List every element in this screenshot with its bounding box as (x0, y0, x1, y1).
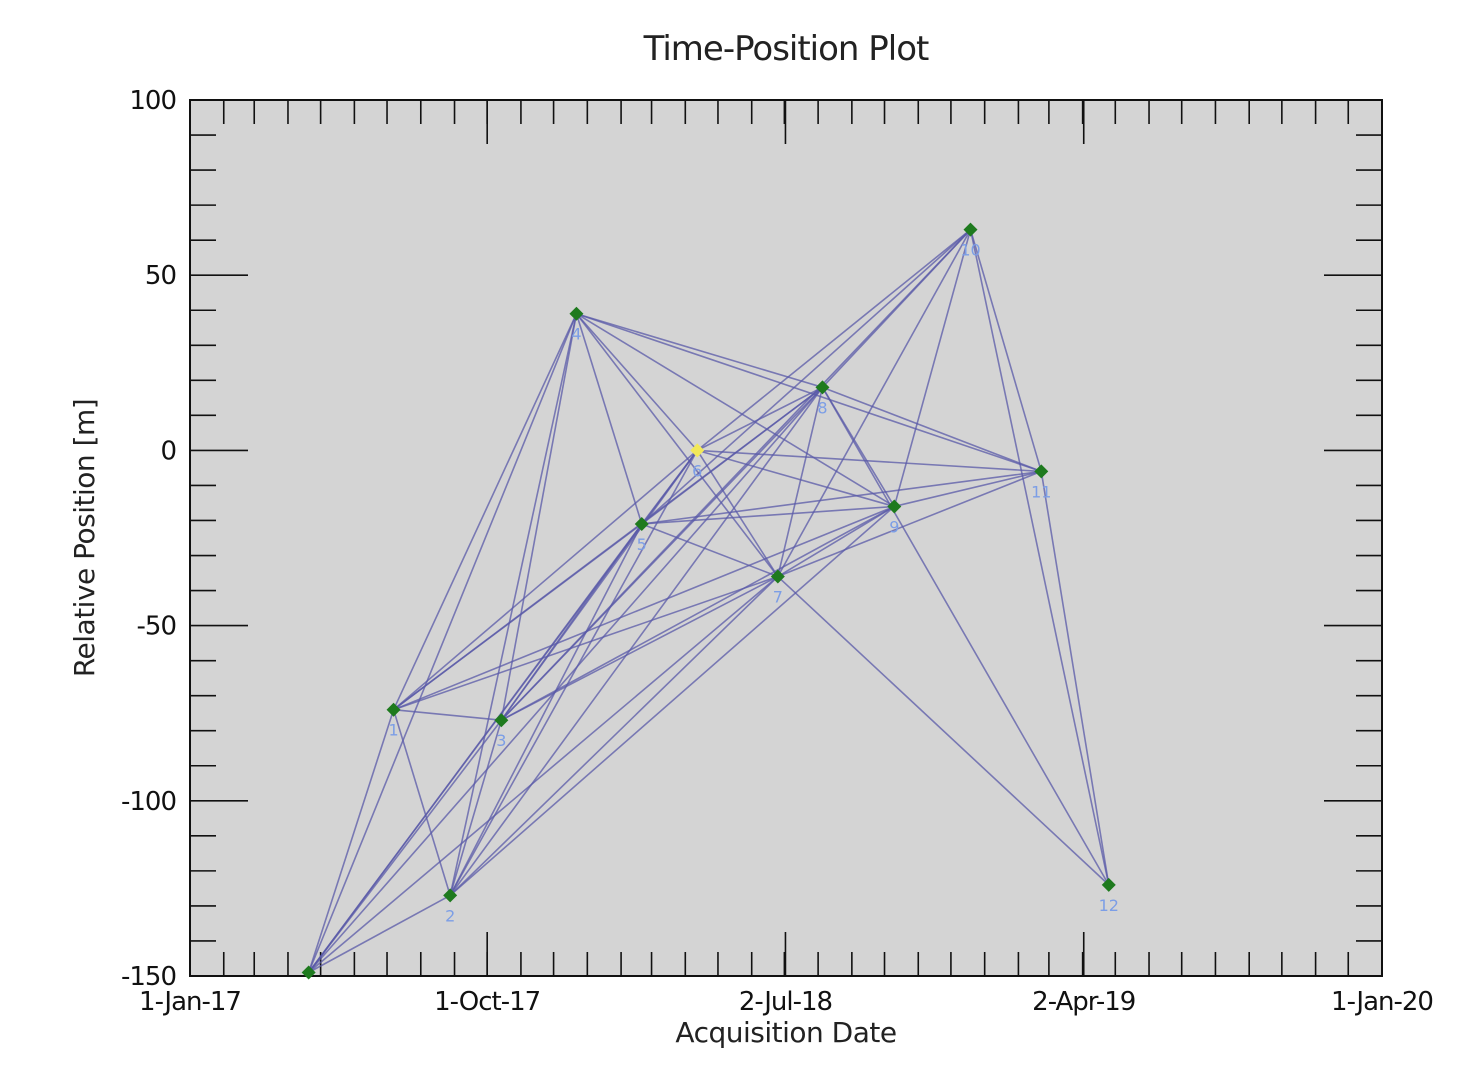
connection-line (821, 229, 972, 388)
y-axis-label: Relative Position [m] (68, 399, 101, 677)
y-tick-label: -150 (121, 962, 176, 992)
connection-line (393, 449, 698, 711)
x-tick-label: 1-Jan-17 (139, 987, 241, 1017)
data-point-marker (301, 965, 316, 980)
data-point-marker (494, 713, 509, 728)
connection-line (575, 313, 698, 451)
connection-line (969, 229, 1110, 886)
connection-line (777, 229, 972, 577)
connection-line (500, 575, 779, 721)
connection-line (1040, 471, 1110, 886)
data-point-marker (887, 499, 902, 514)
data-point-marker (443, 888, 458, 903)
connection-line (893, 229, 972, 507)
connection-line (697, 449, 895, 508)
connection-line (392, 709, 451, 896)
x-axis-label: Acquisition Date (675, 1016, 896, 1049)
data-point-label: 9 (889, 517, 899, 536)
connection-line (576, 312, 1042, 473)
connection-line (393, 505, 895, 711)
connection-line (500, 313, 578, 721)
connection-line (500, 505, 895, 721)
connection-line (777, 387, 824, 577)
data-point-marker (770, 569, 785, 584)
connection-line (392, 313, 578, 711)
connection-line (641, 386, 823, 525)
y-tick-label: 0 (160, 436, 176, 466)
connection-line (449, 719, 503, 896)
connection-line (576, 313, 895, 508)
connection-line (575, 313, 779, 578)
connection-line (449, 505, 895, 897)
y-tick-label: -100 (121, 787, 176, 817)
y-tick-label: -50 (137, 612, 176, 642)
connection-line (641, 229, 972, 525)
data-point-label: 11 (1031, 482, 1051, 501)
data-point-marker (815, 380, 830, 395)
connection-line (307, 313, 578, 973)
x-tick-label: 1-Jan-20 (1331, 987, 1433, 1017)
connection-line (307, 709, 395, 973)
connection-line (641, 523, 779, 578)
connection-line (500, 449, 698, 721)
connection-lines (307, 229, 1110, 974)
connection-line (449, 313, 578, 896)
data-point-marker (1034, 464, 1049, 479)
connection-line (777, 470, 1042, 578)
data-point-marker (634, 516, 649, 531)
connection-line (449, 386, 824, 896)
data-point-label: 12 (1099, 896, 1119, 915)
connection-line (777, 505, 895, 578)
data-point-label: 10 (960, 241, 980, 260)
connection-line (777, 575, 1110, 886)
data-point-marker (386, 702, 401, 717)
connection-line (393, 575, 779, 711)
connection-line (449, 523, 643, 896)
data-point-label: 5 (637, 535, 647, 554)
connection-line (641, 449, 698, 525)
connection-line (894, 470, 1042, 508)
connection-line (969, 229, 1043, 472)
data-point-marker (1101, 877, 1116, 892)
connection-line (449, 450, 698, 896)
y-tick-label: 100 (129, 86, 176, 116)
data-point-label: 2 (445, 906, 455, 925)
data-point-label: 6 (692, 461, 702, 480)
connection-line (308, 386, 824, 974)
connection-line (696, 386, 823, 452)
chart-title: Time-Position Plot (643, 29, 929, 69)
data-point-marker (690, 443, 705, 458)
connection-line (576, 312, 823, 389)
y-tick-label: 50 (145, 261, 176, 291)
x-tick-label: 2-Jul-18 (739, 987, 832, 1017)
connection-line (821, 386, 1110, 886)
data-point-marker (963, 222, 978, 237)
data-point-label: 1 (388, 721, 398, 740)
data-point-label: 7 (773, 588, 783, 607)
axis-ticks (189, 99, 1383, 977)
connection-line (308, 894, 451, 974)
x-tick-label: 1-Oct-17 (434, 987, 540, 1017)
data-point-label: 8 (817, 398, 827, 417)
connection-line (641, 470, 1042, 525)
connection-line (449, 575, 779, 896)
x-tick-label: 2-Apr-19 (1032, 987, 1135, 1017)
data-point-label: 4 (571, 325, 581, 344)
connection-line (697, 449, 1042, 473)
connection-line (696, 449, 779, 577)
data-point-marker (569, 306, 584, 321)
connection-line (393, 708, 502, 722)
plot-area (189, 99, 1383, 977)
connection-line (308, 575, 779, 974)
connection-line (575, 313, 643, 525)
connection-line (641, 505, 895, 525)
connection-line (822, 386, 1042, 473)
data-point-label: 3 (496, 731, 506, 750)
connection-line (500, 229, 972, 721)
connection-line (696, 229, 972, 452)
